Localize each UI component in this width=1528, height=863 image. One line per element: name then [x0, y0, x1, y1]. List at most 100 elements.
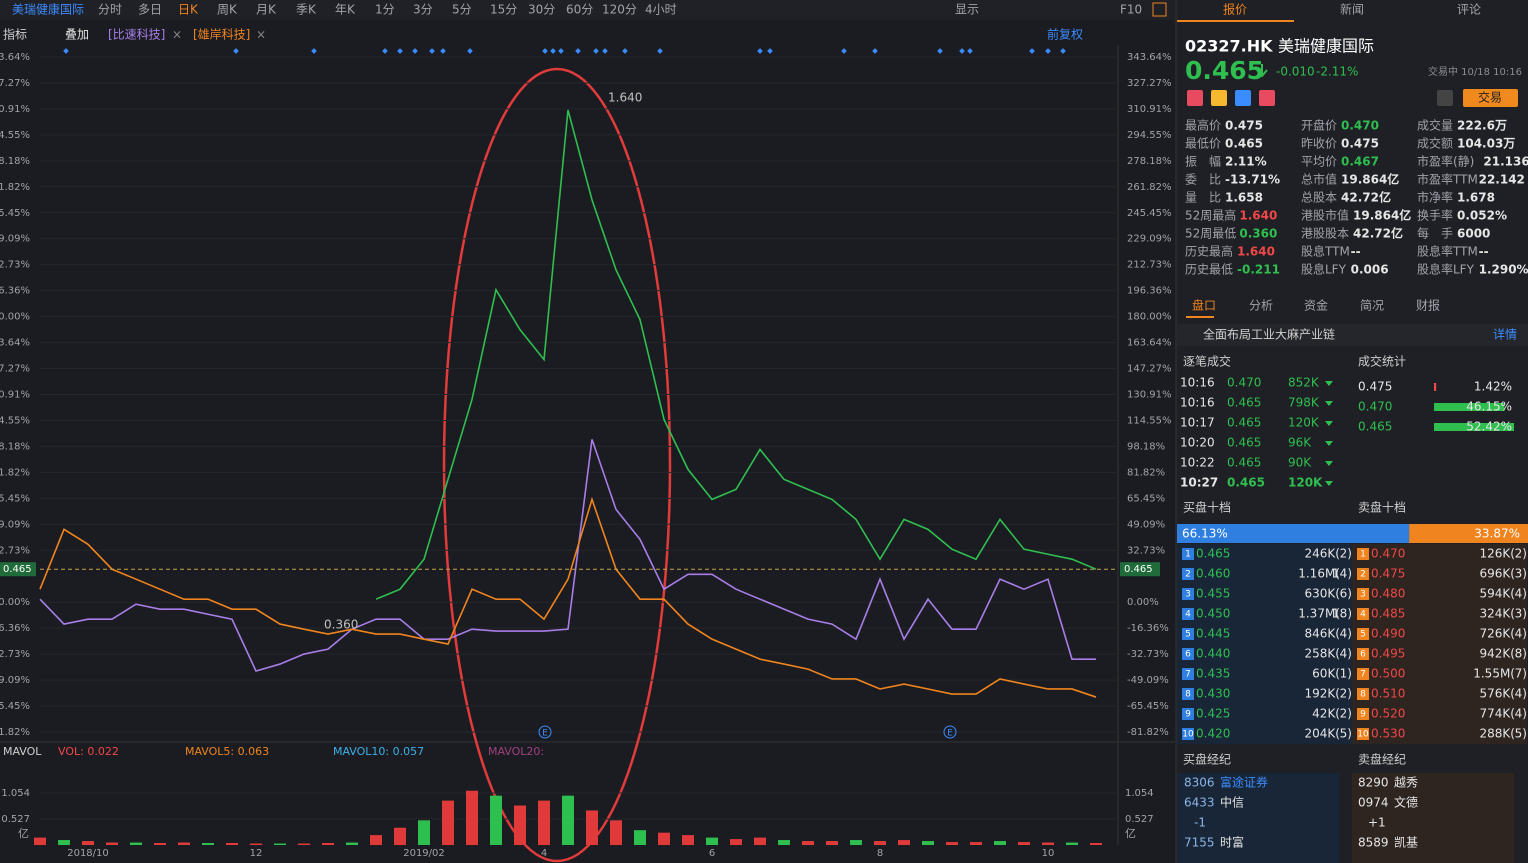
f10-button[interactable]: F10 — [1120, 3, 1142, 17]
volume-bar — [922, 841, 934, 845]
close-button[interactable]: × — [256, 28, 266, 42]
y-tick-label: 343.64% — [0, 52, 30, 63]
tab-underline — [1186, 316, 1214, 318]
panel-tab[interactable]: 报价 — [1223, 2, 1247, 17]
volume-bar — [154, 843, 166, 845]
level-box — [1182, 628, 1194, 640]
panel-tab[interactable]: 评论 — [1457, 3, 1481, 17]
volume-bar — [178, 842, 190, 845]
label: 0.470 — [1358, 400, 1392, 414]
label: 0.475 — [1371, 567, 1405, 581]
label: 0.470 — [1227, 376, 1261, 390]
volume-bar — [802, 841, 814, 845]
label: 0.465 — [1227, 456, 1261, 470]
volume-bar — [298, 843, 310, 845]
label: 凯基 — [1394, 836, 1418, 850]
y-tick-label: 32.73% — [0, 545, 30, 556]
stock-tab[interactable]: 美瑞健康国际 — [12, 2, 84, 17]
panel-tab[interactable]: 新闻 — [1340, 2, 1364, 17]
label: 258K( — [1305, 647, 1340, 661]
bell — [1437, 90, 1453, 106]
toolbar-bg — [0, 0, 1175, 20]
label: 8) — [1515, 647, 1527, 661]
volume-bar — [226, 843, 238, 845]
y-tick-label: 261.82% — [0, 182, 30, 193]
trend-arrow — [1325, 401, 1333, 406]
display-menu[interactable]: 显示 — [955, 3, 979, 17]
label: 324K( — [1480, 607, 1515, 621]
period-tab[interactable]: 60分 — [566, 3, 593, 17]
overlay-tag[interactable]: [比速科技] — [108, 28, 165, 42]
period-tab[interactable]: 4小时 — [645, 3, 677, 17]
stat-value: 104.03万 — [1457, 137, 1515, 151]
label: 0.465 — [1227, 436, 1261, 450]
volume-bar — [1090, 843, 1102, 845]
volume-bar — [706, 837, 718, 845]
label: 0.465 — [1227, 396, 1261, 410]
trade-button[interactable]: 交易 — [1478, 90, 1502, 105]
period-tab[interactable]: 季K — [296, 3, 317, 17]
y-tick-label: 327.27% — [0, 78, 30, 89]
label: 0.510 — [1371, 687, 1405, 701]
label: 696K( — [1480, 567, 1515, 581]
volume-bar — [778, 840, 790, 845]
y-tick-label: 196.36% — [1127, 286, 1172, 297]
adjust-button[interactable]: 前复权 — [1047, 27, 1083, 42]
period-tab[interactable]: 15分 — [490, 3, 517, 17]
book-row — [1352, 664, 1527, 684]
volume-bar — [274, 843, 286, 845]
event-icon — [538, 725, 552, 739]
book-row — [1352, 544, 1527, 564]
period-tab[interactable]: 多日 — [138, 3, 162, 17]
label: 4) — [1340, 647, 1352, 661]
label: 1.37M( — [1298, 607, 1340, 621]
series-line — [375, 109, 1097, 600]
period-tab[interactable]: 周K — [217, 3, 238, 17]
period-tab[interactable]: 日K — [178, 3, 199, 17]
label: E — [947, 729, 953, 739]
label: 120K — [1288, 416, 1320, 430]
annotation: 0.360 — [324, 618, 358, 632]
period-tab[interactable]: 5分 — [452, 3, 472, 17]
overlay-button[interactable]: 叠加 — [65, 28, 89, 42]
sub-tab[interactable]: 简况 — [1360, 299, 1384, 313]
label: 2) — [1340, 707, 1352, 721]
label: 0.485 — [1371, 607, 1405, 621]
period-tab[interactable]: 分时 — [98, 3, 122, 17]
period-tab[interactable]: 月K — [256, 3, 277, 17]
overlay-tag[interactable]: [雄岸科技] — [193, 27, 250, 42]
period-tab[interactable]: 3分 — [413, 3, 433, 17]
sub-tab[interactable]: 资金 — [1304, 298, 1328, 313]
label: 0.465 — [1196, 547, 1230, 561]
stat-label: 52周最高 — [1185, 208, 1236, 223]
sub-tab[interactable]: 分析 — [1249, 299, 1273, 313]
period-tab[interactable]: 30分 — [528, 3, 555, 17]
period-tab[interactable]: 年K — [335, 3, 356, 17]
label: 8589 — [1358, 836, 1389, 850]
label: 5 — [1360, 630, 1366, 640]
volume-bar — [1018, 842, 1030, 845]
sub-tab[interactable]: 盘口 — [1192, 298, 1216, 313]
deal-bar — [1434, 423, 1514, 431]
label: 576K( — [1480, 687, 1515, 701]
series-line — [39, 496, 1097, 698]
x-tick-label: 2018/10 — [67, 848, 109, 859]
label: 0.530 — [1371, 727, 1405, 741]
event-dot — [550, 48, 556, 54]
icon-box — [1152, 2, 1167, 17]
stat-label: 市盈率TTM — [1417, 172, 1478, 187]
close-button[interactable]: × — [172, 28, 182, 42]
stat-label: 最高价 — [1185, 118, 1221, 133]
indicator-button[interactable]: 指标 — [3, 27, 27, 42]
label: 5) — [1340, 727, 1352, 741]
label: 852K — [1288, 376, 1320, 390]
x-tick-label: 10 — [1042, 848, 1055, 859]
label: 3) — [1515, 607, 1527, 621]
sub-tab[interactable]: 财报 — [1416, 298, 1440, 313]
period-tab[interactable]: 120分 — [602, 3, 637, 17]
label: 0.465 — [1124, 564, 1153, 575]
link[interactable]: 详情 — [1493, 327, 1517, 342]
period-tab[interactable]: 1分 — [375, 3, 395, 17]
volume-bar — [418, 820, 430, 845]
label: 10:27 — [1180, 476, 1218, 490]
